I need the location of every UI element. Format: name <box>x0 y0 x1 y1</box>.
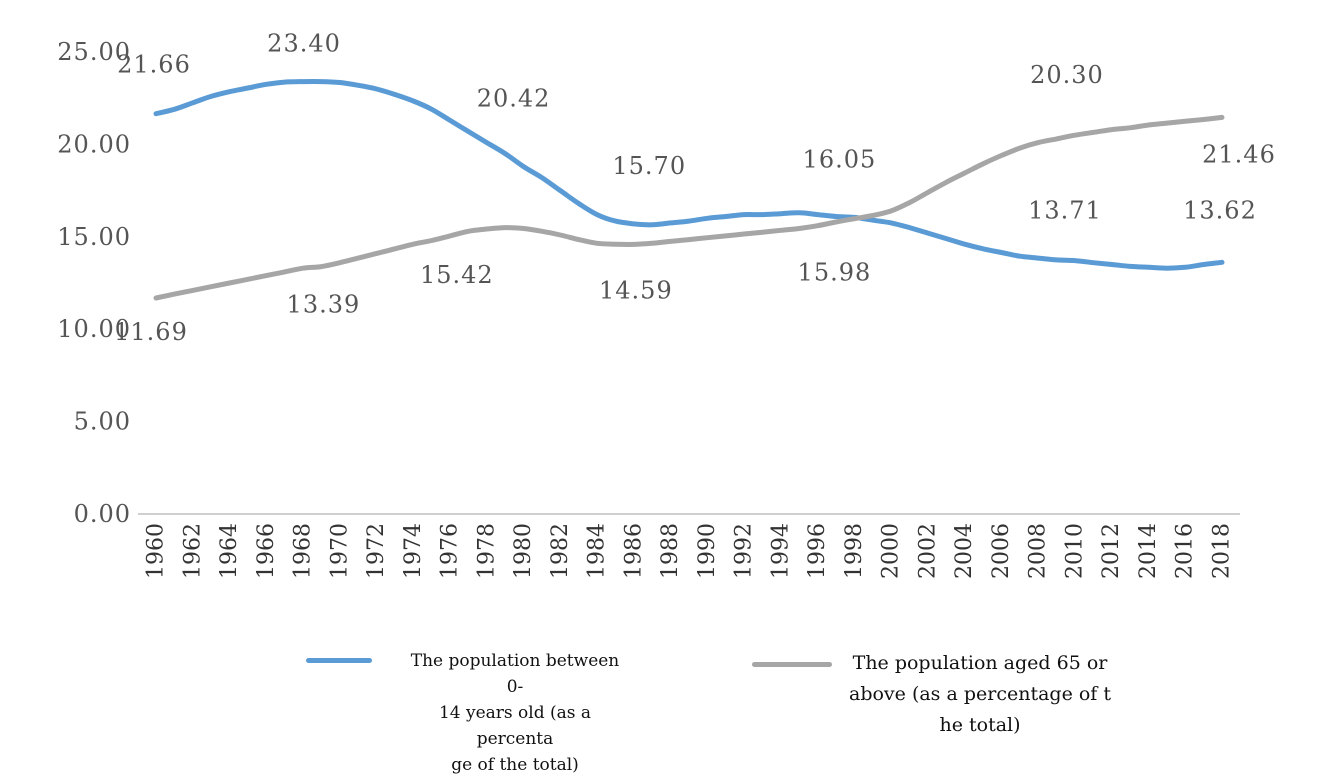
x-tick-label: 2008 <box>1026 523 1051 579</box>
x-tick-label: 1970 <box>327 523 352 579</box>
x-tick-label: 2016 <box>1173 523 1198 579</box>
x-tick-label: 1998 <box>842 523 867 579</box>
data-label: 11.69 <box>114 318 188 346</box>
x-axis-ticks: 1960 1962 1964 1966 1968 1970 1972 1974 1976 1978… <box>144 523 1235 579</box>
x-tick-label: 1976 <box>438 523 463 579</box>
x-tick-label: 1962 <box>180 523 205 579</box>
legend-line: ge of the total) <box>451 755 579 775</box>
y-tick-label: 15.00 <box>57 223 131 251</box>
x-tick-label: 1968 <box>291 523 316 579</box>
x-tick-label: 2018 <box>1210 523 1235 579</box>
y-tick-label: 25.00 <box>57 38 131 66</box>
legend-line: The population aged 65 or <box>852 652 1108 674</box>
data-labels: 21.66 23.40 20.42 15.70 16.05 13.71 13.62 11.69… <box>114 30 1276 346</box>
x-tick-label: 2010 <box>1062 523 1087 579</box>
data-label: 15.70 <box>612 152 686 180</box>
data-label: 15.42 <box>420 261 494 289</box>
y-tick-label: 5.00 <box>74 408 131 436</box>
x-tick-label: 1992 <box>732 523 757 579</box>
legend-line: The population between 0- <box>410 651 620 697</box>
series-line-65-above <box>153 114 1225 301</box>
y-tick-label: 10.00 <box>57 315 131 343</box>
legend-swatch-65-above <box>752 662 832 667</box>
x-tick-label: 1974 <box>401 523 426 579</box>
legend-line: 14 years old (as a percenta <box>438 703 592 749</box>
x-tick-label: 1966 <box>254 523 279 579</box>
x-tick-label: 1990 <box>695 523 720 579</box>
x-tick-label: 2012 <box>1099 523 1124 579</box>
x-tick-label: 2004 <box>952 523 977 579</box>
data-label: 20.42 <box>477 85 551 113</box>
x-tick-label: 2002 <box>915 523 940 579</box>
legend-line: above (as a percentage of t <box>849 683 1112 705</box>
data-label: 14.59 <box>599 276 673 304</box>
x-tick-label: 1964 <box>217 523 242 579</box>
x-tick-label: 1984 <box>585 523 610 579</box>
x-tick-label: 2014 <box>1136 523 1161 579</box>
x-tick-label: 1986 <box>621 523 646 579</box>
x-tick-label: 2006 <box>989 523 1014 579</box>
series-line-0-14 <box>153 78 1225 271</box>
data-label: 13.71 <box>1028 197 1102 225</box>
x-tick-label: 2000 <box>879 523 904 579</box>
y-tick-label: 0.00 <box>74 500 131 528</box>
data-label: 23.40 <box>267 30 341 58</box>
y-axis-ticks: 0.00 5.00 10.00 15.00 20.00 25.00 <box>57 38 131 528</box>
data-label: 20.30 <box>1030 61 1104 89</box>
data-label: 21.46 <box>1202 140 1276 168</box>
legend-swatch-0-14 <box>306 658 372 663</box>
x-tick-label: 1988 <box>658 523 683 579</box>
legend-label-0-14: The population between 0- 14 years old (… <box>401 648 629 778</box>
x-tick-label: 1960 <box>144 523 169 579</box>
x-tick-label: 1978 <box>474 523 499 579</box>
data-label: 13.62 <box>1183 196 1257 224</box>
x-tick-label: 1982 <box>548 523 573 579</box>
series-lines <box>153 78 1225 301</box>
data-label: 16.05 <box>803 145 877 173</box>
data-label: 13.39 <box>287 291 361 319</box>
data-label: 15.98 <box>798 259 872 287</box>
x-tick-label: 1996 <box>805 523 830 579</box>
y-tick-label: 20.00 <box>57 130 131 158</box>
legend-label-65-above: The population aged 65 or above (as a pe… <box>849 648 1111 741</box>
x-tick-label: 1994 <box>768 523 793 579</box>
x-tick-label: 1980 <box>511 523 536 579</box>
x-tick-label: 1972 <box>364 523 389 579</box>
legend-line: he total) <box>939 714 1021 736</box>
data-label: 21.66 <box>117 51 191 79</box>
